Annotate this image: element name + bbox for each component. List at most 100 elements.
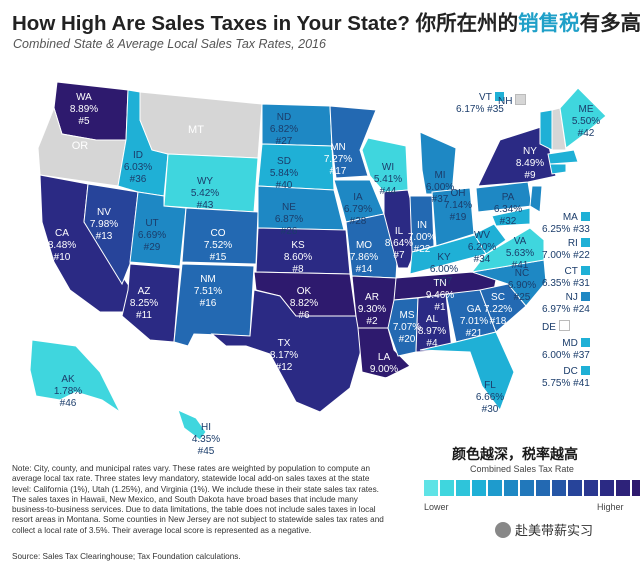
legend-swatch (456, 480, 470, 496)
callout-swatch (580, 212, 590, 221)
legend-chinese-title: 颜色越深，税率越高 (452, 447, 578, 463)
state-label-az: AZ 8.25% #11 (129, 286, 159, 321)
callout-swatch (558, 320, 570, 331)
state-label-ne: NE 6.87% #26 (274, 202, 304, 237)
state-label-ny: NY 8.49% #9 (515, 146, 545, 181)
state-label-ga: GA 7.01% #21 (459, 304, 489, 339)
state-label-al: AL 8.97% #4 (417, 314, 447, 349)
state-ct (549, 163, 567, 175)
legend-swatch (600, 480, 614, 496)
state-label-sd: SD 5.84% #40 (269, 156, 299, 191)
legend-lower-label: Lower (424, 502, 449, 512)
state-label-sc: SC 7.22% #18 (483, 292, 513, 327)
callout-md: MD 6.00% #37 (542, 338, 590, 361)
state-label-ms: MS 7.07% #20 (392, 310, 422, 345)
state-label-mi: MI 6.00% #37 (425, 170, 455, 205)
state-nv (83, 183, 139, 286)
page-subtitle: Combined State & Average Local Sales Tax… (13, 37, 326, 51)
state-label-in: IN 7.00% #22 (407, 220, 437, 255)
callout-dc: DC 5.75% #41 (542, 366, 590, 389)
state-az (121, 263, 181, 343)
legend-swatch (424, 480, 438, 496)
state-mn (329, 105, 377, 179)
state-label-nm: NM 7.51% #16 (193, 274, 223, 309)
state-me (559, 87, 607, 149)
callout-swatch (580, 266, 590, 275)
state-label-tn: TN 9.46% #1 (425, 278, 455, 313)
state-label-co: CO 7.52% #15 (203, 228, 233, 263)
legend-swatch (504, 480, 518, 496)
callout-swatch (494, 92, 504, 101)
state-label-nc: NC 6.90% #25 (507, 268, 537, 303)
state-label-wv: WV 6.20% #34 (467, 230, 497, 265)
callout-swatch (580, 366, 590, 375)
state-label-ut: UT 6.69% #29 (137, 218, 167, 253)
state-label-ar: AR 9.30% #2 (357, 292, 387, 327)
legend-swatch (440, 480, 454, 496)
callout-ma: MA 6.25% #33 (542, 212, 590, 235)
legend-swatch (616, 480, 630, 496)
callout-swatch (580, 238, 590, 247)
footnote: Note: City, county, and municipal rates … (12, 464, 384, 535)
state-ny (477, 125, 557, 187)
state-ms (387, 297, 419, 357)
state-label-ok: OK 8.82% #6 (289, 286, 319, 321)
legend-title: Combined Sales Tax Rate (470, 464, 574, 474)
state-nj (529, 185, 543, 213)
wechat-icon (495, 522, 511, 538)
state-label-ks: KS 8.60% #8 (283, 240, 313, 275)
state-label-mo: MO 7.86% #14 (349, 240, 379, 275)
state-label-nv: NV 7.98% #13 (89, 207, 119, 242)
watermark: 赴美带薪实习 (495, 520, 593, 539)
callout-swatch (580, 292, 590, 301)
state-label-mn: MN 7.27% #17 (323, 142, 353, 177)
state-label-wy: WY 5.42% #43 (190, 176, 220, 211)
state-nh (551, 107, 567, 151)
state-wv (473, 223, 507, 255)
legend-color-scale (424, 480, 640, 496)
title-chinese: 你所在州的销售税有多高？ (415, 11, 640, 35)
legend-higher-label: Higher (597, 502, 624, 512)
title-english: How High Are Sales Taxes in Your State? (12, 12, 410, 35)
state-label-oh: OH 7.14% #19 (443, 188, 473, 223)
legend-swatch (632, 480, 640, 496)
state-label-fl: FL 6.66% #30 (475, 380, 505, 415)
state-label-pa: PA 6.34% #32 (493, 192, 523, 227)
callout-nh: NH (498, 94, 527, 108)
state-md (491, 207, 531, 227)
state-nm (173, 263, 255, 347)
state-label-id: ID 6.03% #36 (123, 150, 153, 185)
state-tx (210, 289, 365, 413)
state-label-or: OR (71, 140, 89, 152)
state-label-ca: CA 8.48% #10 (47, 228, 77, 263)
state-label-wi: WI 5.41% #44 (373, 162, 403, 197)
state-vt (539, 109, 553, 151)
callout-ri: RI 7.00% #22 (542, 238, 590, 261)
legend-swatch (472, 480, 486, 496)
callout-nj: NJ 6.97% #24 (542, 292, 590, 315)
legend-swatch (568, 480, 582, 496)
legend-swatch (584, 480, 598, 496)
state-label-ky: KY 6.00% #37 (429, 252, 459, 287)
state-label-va: VA 5.63% #41 (505, 236, 535, 271)
state-label-wa: WA 8.89% #5 (69, 92, 99, 127)
legend-swatch (488, 480, 502, 496)
state-ma (547, 149, 579, 165)
state-label-tx: TX 8.17% #12 (269, 338, 299, 373)
source-line: Source: Sales Tax Clearinghouse; Tax Fou… (12, 552, 241, 561)
callout-ct: CT 6.35% #31 (542, 266, 590, 289)
page-title: How High Are Sales Taxes in Your State? … (12, 6, 640, 36)
callout-swatch (515, 94, 527, 105)
state-label-il: IL 8.64% #7 (384, 226, 414, 261)
state-label-ak: AK 1.78% #46 (53, 374, 83, 409)
state-label-ia: IA 6.79% #28 (343, 192, 373, 227)
state-va (470, 227, 545, 273)
state-label-hi: HI 4.35% #45 (191, 422, 221, 457)
legend-swatch (552, 480, 566, 496)
state-label-me: ME 5.50% #42 (571, 104, 601, 139)
legend-swatch (536, 480, 550, 496)
state-label-la: LA 9.00% #3 (369, 352, 399, 387)
callout-swatch (580, 338, 590, 347)
callout-de: DE (542, 320, 570, 334)
